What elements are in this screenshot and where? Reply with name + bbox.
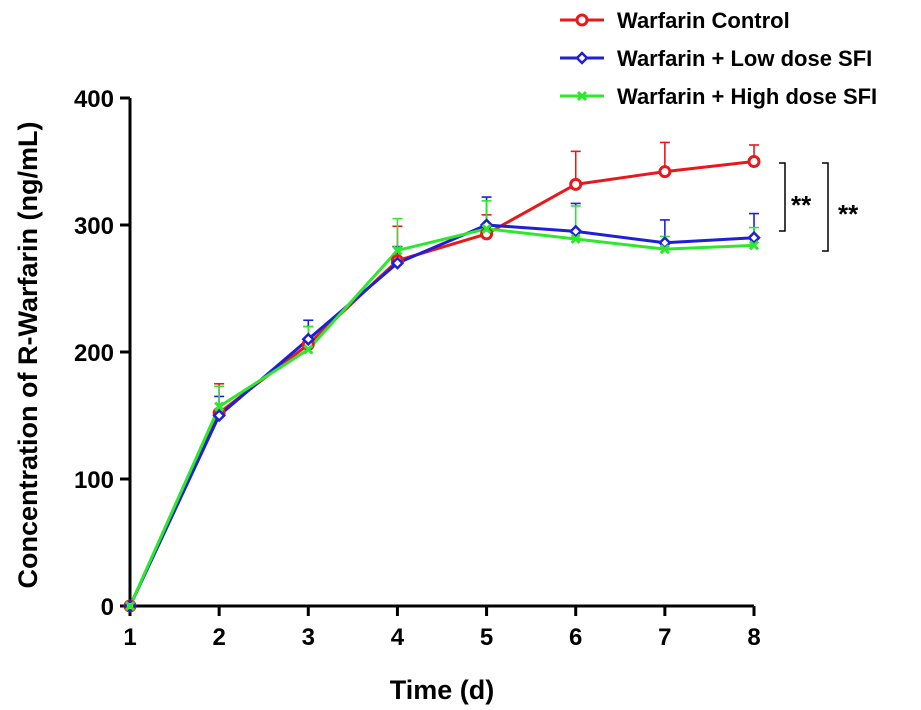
marker-s2-p1 <box>214 401 225 412</box>
legend-marker-2 <box>576 90 588 102</box>
legend-label-2: Warfarin + High dose SFI <box>617 84 877 109</box>
x-tick-label-2: 2 <box>212 624 225 651</box>
marker-s2-p2-stroke-b <box>303 344 314 355</box>
significance-brackets: ** ** <box>779 162 859 252</box>
marker-s0-p6 <box>658 165 672 179</box>
series-line-2 <box>128 227 755 607</box>
marker-s2-p0-stroke-b <box>124 600 136 612</box>
series-markers <box>123 155 761 613</box>
x-tick-label-8: 8 <box>747 624 760 651</box>
marker-s0-p7 <box>747 155 761 168</box>
marker-s2-p3-stroke-b <box>392 245 403 256</box>
y-ticks: 0 100 200 300 400 <box>74 86 130 621</box>
error-bars <box>214 141 759 416</box>
legend-label-0: Warfarin Control <box>617 8 790 33</box>
marker-s0-p5 <box>569 177 583 191</box>
x-tick-label-5: 5 <box>480 624 493 651</box>
marker-s1-p5 <box>568 224 583 239</box>
x-tick-label-7: 7 <box>658 624 671 651</box>
x-tick-label-4: 4 <box>391 624 405 651</box>
marker-s1-p3 <box>390 256 405 270</box>
series-lines <box>128 160 755 607</box>
marker-s2-p6 <box>659 244 670 255</box>
marker-s1-p7 <box>747 230 761 245</box>
y-tick-label-300: 300 <box>74 213 114 240</box>
x-tick-label-3: 3 <box>302 624 315 651</box>
series-line-1 <box>128 223 755 607</box>
y-axis-title: Concentration of R-Warfarin (ng/mL) <box>13 122 43 589</box>
sig-bracket-2 <box>822 162 829 252</box>
legend-marker-1 <box>575 51 589 65</box>
y-tick-label-0: 0 <box>101 594 114 621</box>
sig-label-2: ** <box>838 199 859 229</box>
x-tick-label-1: 1 <box>123 624 136 651</box>
marker-s2-p6-stroke-b <box>659 244 670 255</box>
x-ticks: 1 2 3 4 5 6 7 8 <box>123 606 761 651</box>
legend-marker-0 <box>575 13 589 27</box>
marker-s2-p5 <box>570 233 581 245</box>
legend: Warfarin Control Warfarin + Low dose SFI W… <box>560 8 877 109</box>
sig-bracket-1 <box>779 162 786 232</box>
legend-marker-2-stroke-b <box>576 90 588 102</box>
marker-s2-p2 <box>303 344 314 355</box>
marker-s2-p7 <box>748 240 760 251</box>
sig-label-1: ** <box>791 190 812 220</box>
marker-s2-p7-stroke-b <box>748 240 760 251</box>
marker-s2-p3 <box>392 245 403 256</box>
marker-s1-p1 <box>212 408 226 423</box>
y-tick-label-200: 200 <box>74 340 114 367</box>
marker-s2-p5-stroke-b <box>570 233 581 245</box>
x-axis-title: Time (d) <box>390 675 495 705</box>
marker-s2-p4 <box>481 223 492 234</box>
legend-label-1: Warfarin + Low dose SFI <box>617 46 872 71</box>
marker-s2-p4-stroke-b <box>481 223 492 234</box>
y-tick-label-400: 400 <box>74 86 114 113</box>
y-tick-label-100: 100 <box>74 467 114 494</box>
marker-s1-p2 <box>301 332 316 347</box>
marker-s2-p1-stroke-b <box>214 401 225 412</box>
x-tick-label-6: 6 <box>569 624 582 651</box>
marker-s2-p0 <box>124 600 136 612</box>
